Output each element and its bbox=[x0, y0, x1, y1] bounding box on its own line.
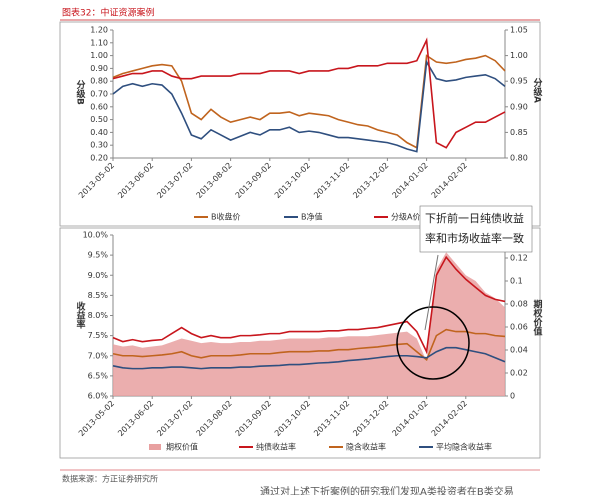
y2-tick-label: 1.05 bbox=[510, 26, 528, 35]
y-tick-label: 0.20 bbox=[90, 154, 108, 163]
y-tick-label: 7.0% bbox=[88, 351, 109, 360]
y2-tick-label: 1.00 bbox=[510, 51, 528, 60]
y2-tick-label: 0.90 bbox=[510, 102, 528, 111]
y-tick-label: 1.10 bbox=[90, 38, 108, 47]
y-tick-label: 6.0% bbox=[88, 392, 109, 401]
highlight-ellipse bbox=[396, 306, 470, 380]
y2-tick-label: 0.1 bbox=[510, 277, 523, 286]
legend-label: B净值 bbox=[301, 212, 323, 222]
line bbox=[112, 328, 506, 362]
y-axis-label: 收益率 bbox=[75, 300, 86, 329]
y-tick-label: 1.00 bbox=[90, 51, 108, 60]
line bbox=[112, 255, 506, 355]
y2-tick-label: 0.04 bbox=[510, 346, 528, 355]
figure-title: 图表32：中证资源案例 bbox=[62, 7, 154, 19]
y-tick-label: 9.5% bbox=[88, 251, 109, 260]
area bbox=[113, 252, 505, 396]
y-tick-label: 0.70 bbox=[90, 90, 108, 99]
y-tick-label: 10.0% bbox=[83, 231, 109, 240]
y-tick-label: 0.80 bbox=[90, 77, 108, 86]
y-tick-label: 1.20 bbox=[90, 26, 108, 35]
line bbox=[112, 37, 506, 149]
annotation-arrow bbox=[424, 254, 439, 331]
chart-frame bbox=[59, 21, 541, 227]
annotation: 下折前一日纯债收益 bbox=[425, 211, 524, 225]
y2-tick-label: 0.02 bbox=[510, 369, 528, 378]
legend-label: 分级A价格 bbox=[391, 212, 428, 222]
legend-label: 期权价值 bbox=[166, 442, 198, 452]
annotation: 率和市场收益率一致 bbox=[425, 231, 524, 245]
y-tick-label: 7.5% bbox=[88, 331, 109, 340]
y2-axis-label: 期权价值 bbox=[532, 298, 544, 336]
source: 数据来源：方正证券研究所 bbox=[62, 474, 158, 484]
legend-swatch bbox=[149, 444, 161, 450]
y-tick-label: 0.50 bbox=[90, 115, 108, 124]
legend-label: 隐含收益率 bbox=[346, 442, 386, 452]
line bbox=[112, 54, 506, 150]
body-text: 通过对上述下折案例的研究我们发现A类投资者在B类交易 bbox=[260, 485, 514, 495]
legend-label: B收盘价 bbox=[211, 212, 241, 222]
y2-axis-label: 分级A bbox=[532, 77, 544, 103]
y2-tick-label: 0.80 bbox=[510, 154, 528, 163]
y-tick-label: 0.40 bbox=[90, 128, 108, 137]
y-tick-label: 8.0% bbox=[88, 311, 109, 320]
y2-tick-label: 0.95 bbox=[510, 77, 528, 86]
y2-tick-label: 0.08 bbox=[510, 300, 528, 309]
y2-tick-label: 0.12 bbox=[510, 254, 528, 263]
y-tick-label: 8.5% bbox=[88, 291, 109, 300]
legend-label: 纯债收益率 bbox=[256, 442, 296, 452]
legend-label: 平均隐含收益率 bbox=[436, 442, 492, 452]
annotation-box bbox=[419, 205, 533, 253]
y-tick-label: 9.0% bbox=[88, 271, 109, 280]
y-tick-label: 6.5% bbox=[88, 371, 109, 380]
y2-tick-label: 0 bbox=[510, 392, 515, 401]
y-tick-label: 0.60 bbox=[90, 102, 108, 111]
y2-tick-label: 0.06 bbox=[510, 323, 528, 332]
y-tick-label: 0.90 bbox=[90, 64, 108, 73]
y2-tick-label: 0.85 bbox=[510, 128, 528, 137]
line bbox=[112, 346, 506, 370]
y-axis-label: 分级B bbox=[75, 79, 87, 105]
line bbox=[112, 59, 506, 153]
y-tick-label: 0.30 bbox=[90, 141, 108, 150]
